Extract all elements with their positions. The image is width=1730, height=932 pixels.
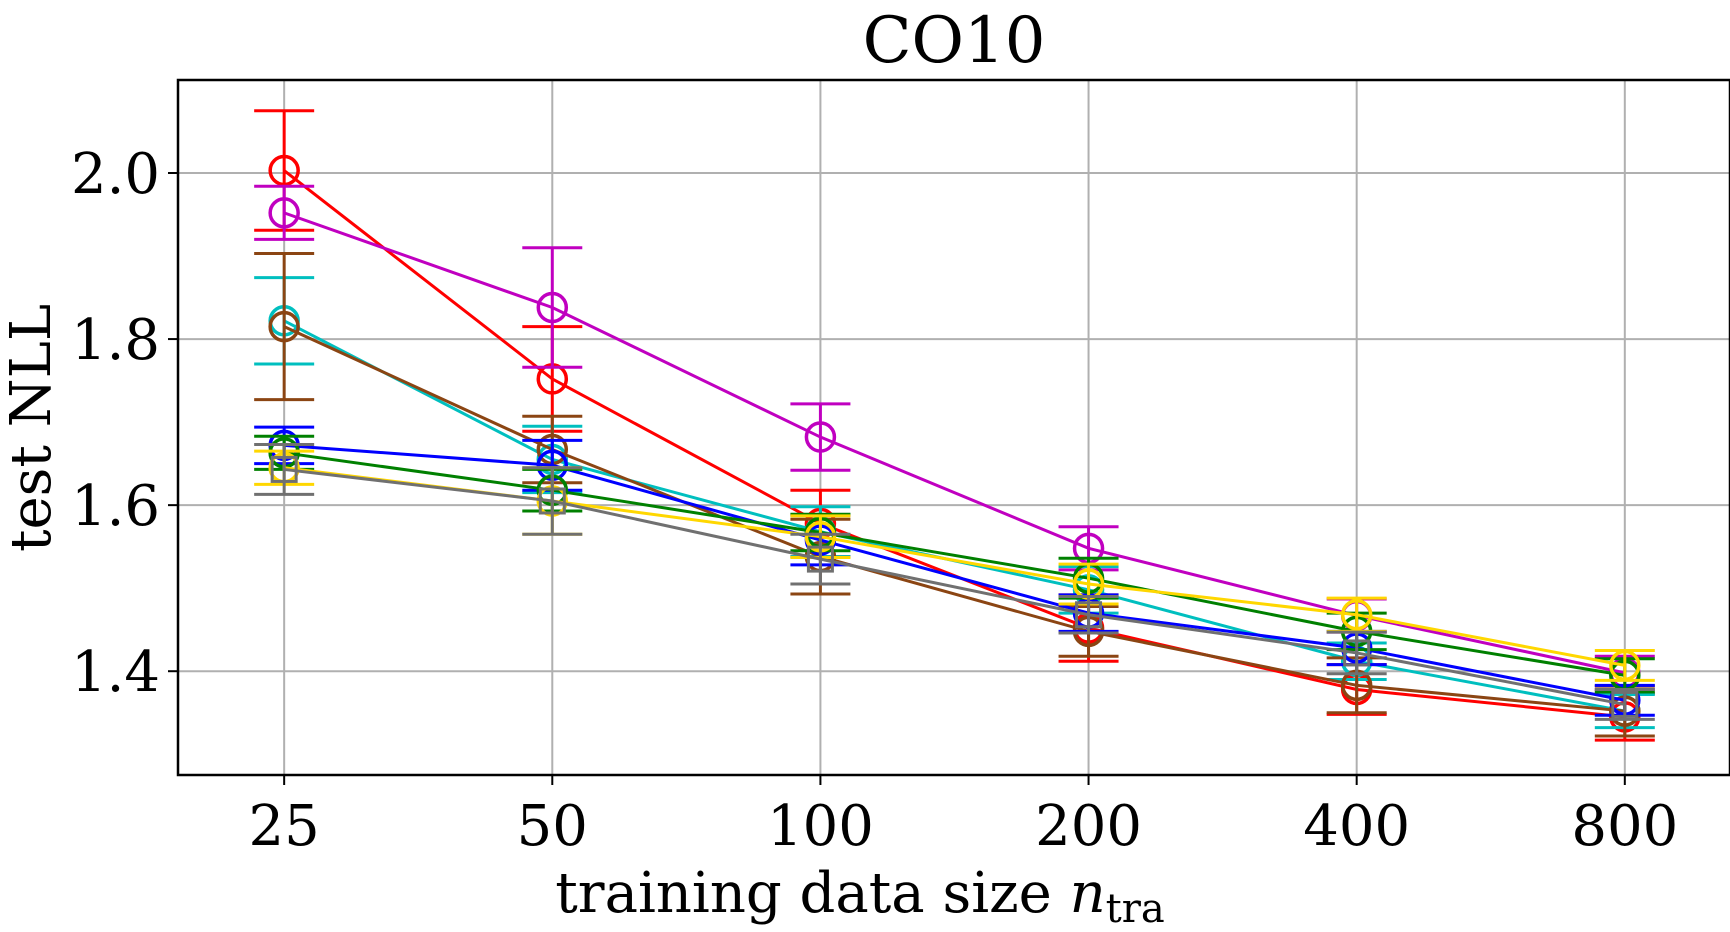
series-line-brown bbox=[283, 325, 1625, 713]
series-gray bbox=[254, 443, 1655, 721]
data-point-red bbox=[268, 154, 300, 187]
x-axis-label-main: training data size bbox=[555, 861, 1069, 926]
series-line-cyan bbox=[283, 319, 1626, 713]
x-axis-label-sub: tra bbox=[1106, 886, 1165, 932]
data-point-gold bbox=[1340, 598, 1373, 631]
series-line-magenta bbox=[283, 211, 1626, 675]
grid-layer bbox=[178, 80, 1730, 775]
data-point-gray bbox=[270, 455, 298, 483]
x-tick-label: 25 bbox=[249, 794, 320, 859]
data-point-gray bbox=[1343, 639, 1371, 667]
data-point-magenta bbox=[268, 197, 300, 229]
data-point-gray bbox=[538, 487, 566, 515]
series-cyan bbox=[254, 276, 1655, 730]
data-point-gray bbox=[1611, 690, 1639, 718]
data-point-brown bbox=[268, 310, 300, 343]
series-line-green bbox=[283, 451, 1626, 677]
x-tick-label: 200 bbox=[1035, 794, 1142, 859]
x-tick-label: 100 bbox=[767, 794, 874, 859]
data-point-gray bbox=[1075, 601, 1103, 629]
data-point-magenta bbox=[536, 291, 569, 324]
y-axis-label: test NLL bbox=[0, 304, 64, 552]
series-magenta bbox=[254, 184, 1655, 691]
x-tick-label: 800 bbox=[1571, 794, 1678, 859]
series-line-blue bbox=[284, 443, 1626, 702]
series-line-gold bbox=[283, 466, 1626, 667]
series-line-gray bbox=[283, 467, 1626, 706]
data-point-gray bbox=[806, 545, 834, 573]
tick-layer: 25 50 100 200 400 800 1.4 1.6 1.8 2.0 bbox=[71, 142, 1678, 859]
series-layer bbox=[254, 109, 1655, 742]
x-axis-label: training data size ntra bbox=[555, 861, 1164, 932]
data-point-magenta bbox=[804, 421, 837, 453]
x-tick-label: 50 bbox=[517, 794, 588, 859]
chart-title: CO10 bbox=[863, 4, 1046, 78]
y-tick-label: 2.0 bbox=[71, 142, 160, 207]
y-tick-label: 1.4 bbox=[71, 640, 160, 705]
x-tick-label: 400 bbox=[1303, 794, 1410, 859]
series-green bbox=[254, 434, 1655, 694]
y-tick-label: 1.6 bbox=[71, 474, 160, 539]
x-axis-label-var: n bbox=[1070, 861, 1106, 926]
series-line-red bbox=[283, 169, 1625, 719]
y-tick-label: 1.8 bbox=[71, 308, 160, 373]
data-point-gold bbox=[1609, 649, 1641, 682]
plot-frame bbox=[176, 78, 1730, 777]
